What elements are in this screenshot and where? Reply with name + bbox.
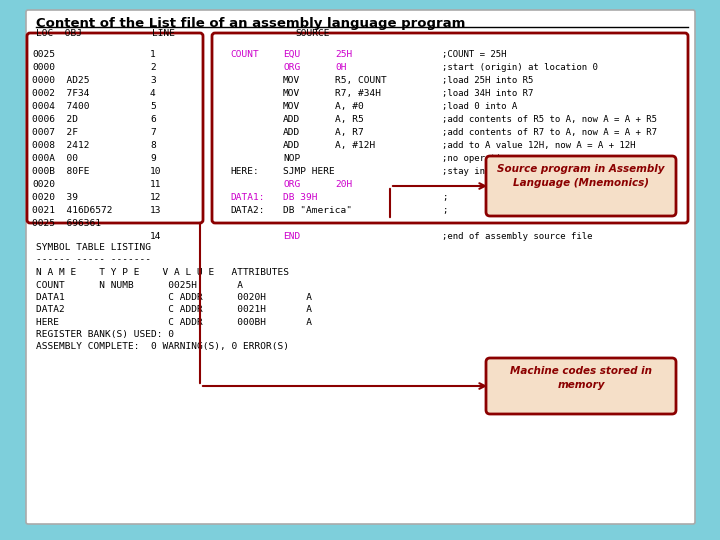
Text: 0021  416D6572: 0021 416D6572 [32, 206, 112, 215]
Text: 0004  7400: 0004 7400 [32, 102, 89, 111]
Text: 20H: 20H [335, 180, 352, 189]
Text: MOV: MOV [283, 102, 300, 111]
Text: ;: ; [442, 193, 447, 202]
Text: 11: 11 [150, 180, 161, 189]
Text: ;COUNT = 25H: ;COUNT = 25H [442, 50, 506, 59]
Text: 0000  AD25: 0000 AD25 [32, 76, 89, 85]
Text: ADD: ADD [283, 141, 300, 150]
FancyBboxPatch shape [27, 33, 203, 223]
Text: DATA1:: DATA1: [230, 193, 264, 202]
Text: DATA2                  C ADDR      0021H       A: DATA2 C ADDR 0021H A [36, 306, 312, 314]
Text: LOC  OBJ: LOC OBJ [36, 29, 82, 38]
Text: 0H: 0H [335, 63, 346, 72]
Text: 0002  7F34: 0002 7F34 [32, 89, 89, 98]
Text: END: END [283, 232, 300, 241]
Text: COUNT      N NUMB      0025H       A: COUNT N NUMB 0025H A [36, 280, 243, 289]
Text: HERE:: HERE: [230, 167, 258, 176]
FancyBboxPatch shape [26, 10, 695, 524]
Text: 000B  80FE: 000B 80FE [32, 167, 89, 176]
Text: HERE                   C ADDR      000BH       A: HERE C ADDR 000BH A [36, 318, 312, 327]
Text: COUNT: COUNT [230, 50, 258, 59]
Text: ;add to A value 12H, now A = A + 12H: ;add to A value 12H, now A = A + 12H [442, 141, 636, 150]
Text: A, #0: A, #0 [335, 102, 364, 111]
Text: 4: 4 [150, 89, 156, 98]
Text: ADD: ADD [283, 128, 300, 137]
Text: DB 39H: DB 39H [283, 193, 318, 202]
Text: 3: 3 [150, 76, 156, 85]
Text: ADD: ADD [283, 115, 300, 124]
Text: 2: 2 [150, 63, 156, 72]
Text: 12: 12 [150, 193, 161, 202]
Text: Source program in Assembly
Language (Mnemonics): Source program in Assembly Language (Mne… [498, 164, 665, 188]
Text: 0008  2412: 0008 2412 [32, 141, 89, 150]
Text: ;add contents of R7 to A, now A = A + R7: ;add contents of R7 to A, now A = A + R7 [442, 128, 657, 137]
Text: DATA2:: DATA2: [230, 206, 264, 215]
Text: NOP: NOP [283, 154, 300, 163]
Text: ORG: ORG [283, 180, 300, 189]
Text: 9: 9 [150, 154, 156, 163]
Text: A, R5: A, R5 [335, 115, 364, 124]
Text: Machine codes stored in
memory: Machine codes stored in memory [510, 366, 652, 390]
Text: 5: 5 [150, 102, 156, 111]
Text: ;end of assembly source file: ;end of assembly source file [442, 232, 593, 241]
FancyBboxPatch shape [486, 156, 676, 216]
Text: 1: 1 [150, 50, 156, 59]
Text: 0007  2F: 0007 2F [32, 128, 78, 137]
Text: 7: 7 [150, 128, 156, 137]
Text: 0020: 0020 [32, 180, 55, 189]
Text: A, R7: A, R7 [335, 128, 364, 137]
Text: DATA1                  C ADDR      0020H       A: DATA1 C ADDR 0020H A [36, 293, 312, 302]
Text: 14: 14 [150, 232, 161, 241]
Text: ASSEMBLY COMPLETE:  0 WARNING(S), 0 ERROR(S): ASSEMBLY COMPLETE: 0 WARNING(S), 0 ERROR… [36, 342, 289, 352]
Text: EQU: EQU [283, 50, 300, 59]
Text: LINE: LINE [152, 29, 175, 38]
FancyBboxPatch shape [212, 33, 688, 223]
Text: ;load 34H into R7: ;load 34H into R7 [442, 89, 534, 98]
Text: Content of the List file of an assembly language program: Content of the List file of an assembly … [36, 17, 465, 30]
Text: 13: 13 [150, 206, 161, 215]
Text: ;stay in this loop: ;stay in this loop [442, 167, 539, 176]
Text: ;start (origin) at location 0: ;start (origin) at location 0 [442, 63, 598, 72]
Text: ;add contents of R5 to A, now A = A + R5: ;add contents of R5 to A, now A = A + R5 [442, 115, 657, 124]
Text: 0025  696361: 0025 696361 [32, 219, 101, 228]
Text: SYMBOL TABLE LISTING: SYMBOL TABLE LISTING [36, 243, 151, 252]
Text: SOURCE: SOURCE [295, 29, 330, 38]
Text: ;no operation: ;no operation [442, 154, 512, 163]
Text: MOV: MOV [283, 89, 300, 98]
Text: A, #12H: A, #12H [335, 141, 375, 150]
Text: REGISTER BANK(S) USED: 0: REGISTER BANK(S) USED: 0 [36, 330, 174, 340]
Text: MOV: MOV [283, 76, 300, 85]
Text: 6: 6 [150, 115, 156, 124]
Text: N A M E    T Y P E    V A L U E   ATTRIBUTES: N A M E T Y P E V A L U E ATTRIBUTES [36, 268, 289, 277]
Text: ;: ; [442, 206, 447, 215]
Text: ;load 0 into A: ;load 0 into A [442, 102, 517, 111]
Text: R5, COUNT: R5, COUNT [335, 76, 387, 85]
Text: 0000: 0000 [32, 63, 55, 72]
Text: 25H: 25H [335, 50, 352, 59]
Text: SJMP HERE: SJMP HERE [283, 167, 335, 176]
Text: ------ ----- -------: ------ ----- ------- [36, 255, 151, 265]
Text: R7, #34H: R7, #34H [335, 89, 381, 98]
Text: 10: 10 [150, 167, 161, 176]
Text: 0025: 0025 [32, 50, 55, 59]
Text: 000A  00: 000A 00 [32, 154, 78, 163]
Text: 8: 8 [150, 141, 156, 150]
Text: 0020  39: 0020 39 [32, 193, 78, 202]
Text: ORG: ORG [283, 63, 300, 72]
Text: 0006  2D: 0006 2D [32, 115, 78, 124]
Text: DB "America": DB "America" [283, 206, 352, 215]
Text: ;load 25H into R5: ;load 25H into R5 [442, 76, 534, 85]
FancyBboxPatch shape [486, 358, 676, 414]
